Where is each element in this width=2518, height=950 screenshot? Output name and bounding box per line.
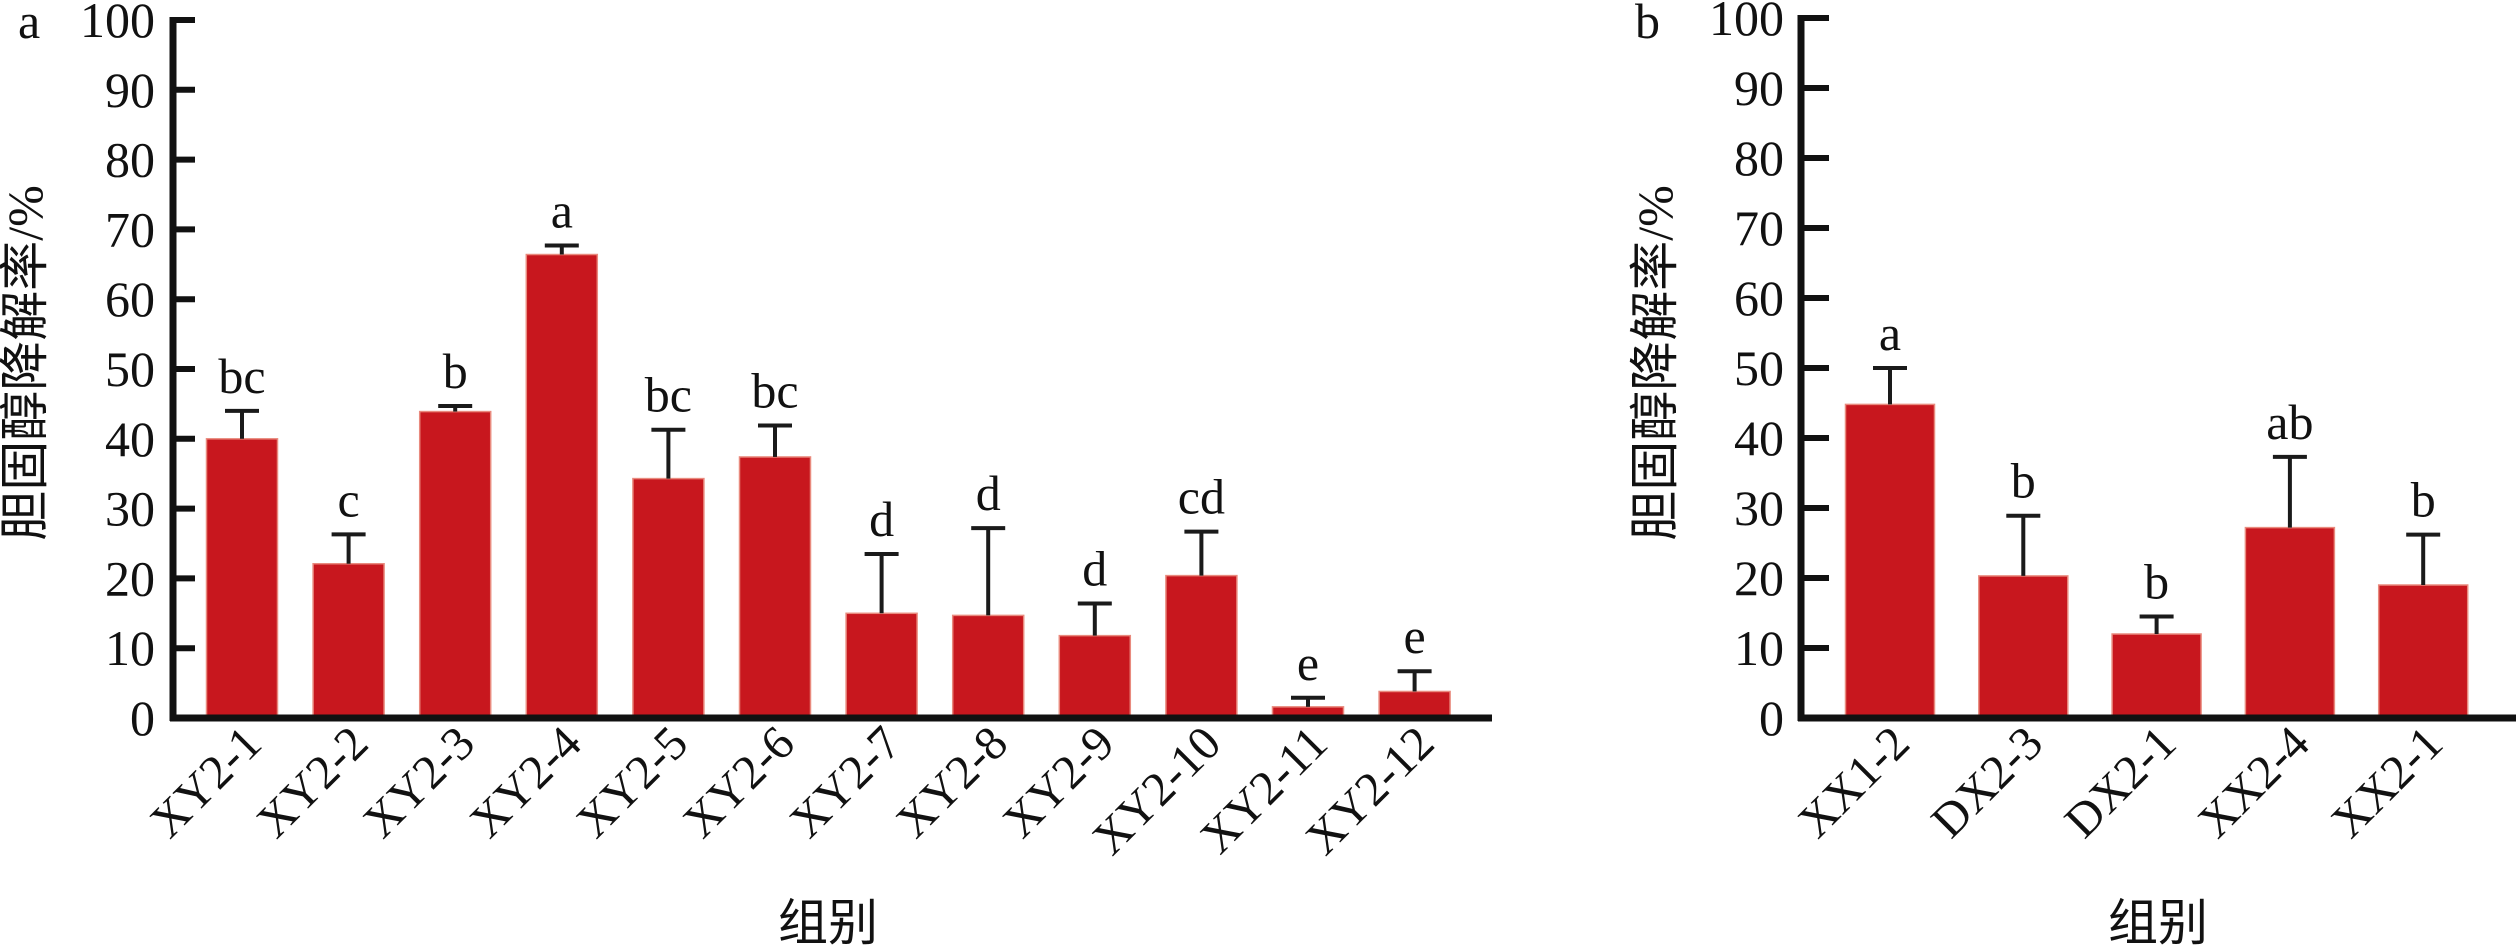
significance-label: e (1297, 635, 1319, 691)
bar-XY2-4 (525, 253, 599, 719)
y-tick-label: 60 (1734, 270, 1784, 326)
y-tick-label: 20 (1734, 550, 1784, 606)
y-tick-label: 80 (105, 132, 155, 188)
significance-label: b (443, 343, 468, 399)
x-tick-label: XX2-1 (2321, 716, 2453, 848)
bar-XY2-3 (418, 410, 492, 719)
y-tick-label: 70 (1734, 200, 1784, 256)
x-tick-labels: XY2-1XY2-2XY2-3XY2-4XY2-5XY2-6XY2-7XY2-8… (140, 716, 1444, 865)
significance-label: d (869, 491, 894, 547)
bar-XY2-9 (1058, 634, 1132, 719)
y-tick-label: 40 (1734, 410, 1784, 466)
bar-XY2-12 (1378, 690, 1451, 719)
y-ticks: 0 10 20 30 40 50 60 70 80 90 100 (1709, 0, 1829, 746)
significance-label: bc (751, 363, 798, 419)
bar-XY2-1 (205, 438, 279, 719)
y-axis-title: 胆固醇降解率/% (1627, 185, 1683, 541)
significance-label: bc (645, 367, 692, 423)
y-tick-label: 20 (105, 550, 155, 606)
bar-XX1-2 (1844, 403, 1936, 719)
bar-XY2-7 (845, 612, 918, 719)
panel-label: b (1635, 0, 1660, 49)
x-axis-title: 组别 (778, 895, 878, 950)
significance-label: a (551, 182, 573, 238)
y-tick-label: 0 (130, 690, 155, 746)
y-tick-label: 100 (1709, 0, 1784, 46)
y-axis-title: 胆固醇降解率/% (0, 185, 53, 541)
x-tick-label: XY2-4 (460, 716, 592, 848)
x-tick-labels: XX1-2 DX2-3 DX2-1 XX2-4 XX2-1 (1788, 716, 2453, 848)
y-ticks: 0 10 20 30 40 50 60 70 80 90 100 (80, 0, 195, 746)
bar-DX2-3 (1978, 575, 2069, 719)
y-tick-label: 0 (1759, 690, 1784, 746)
significance-label: b (2144, 554, 2169, 610)
significance-label: a (1879, 305, 1901, 361)
bar-DX2-1 (2111, 633, 2202, 719)
x-tick-label: XY2-5 (566, 716, 698, 848)
y-tick-label: 50 (1734, 340, 1784, 396)
significance-label: b (2411, 472, 2436, 528)
y-tick-label: 10 (105, 620, 155, 676)
x-tick-label: XX2-4 (2188, 716, 2320, 848)
bar-XX2-1 (2377, 584, 2469, 719)
bar-XX2-4 (2244, 526, 2336, 719)
panel-label: a (18, 0, 40, 49)
significance-label: e (1403, 608, 1425, 664)
bar-XY2-6 (738, 456, 812, 719)
x-tick-label: XY2-1 (140, 716, 272, 848)
x-tick-label: XY2-6 (673, 716, 805, 848)
y-tick-label: 40 (105, 411, 155, 467)
y-tick-label: 30 (105, 481, 155, 537)
y-tick-label: 80 (1734, 130, 1784, 186)
significance-label: d (1082, 541, 1107, 597)
y-tick-label: 50 (105, 341, 155, 397)
bar-XY2-5 (632, 477, 705, 719)
significance-label: b (2011, 453, 2036, 509)
y-tick-label: 90 (1734, 60, 1784, 116)
y-tick-label: 30 (1734, 480, 1784, 536)
x-tick-label: XY2-8 (886, 716, 1018, 848)
y-tick-label: 70 (105, 201, 155, 257)
bar-XY2-8 (951, 614, 1025, 719)
x-tick-label: DX2-1 (2055, 716, 2187, 848)
x-tick-label: XY2-2 (247, 716, 379, 848)
significance-label: bc (218, 348, 265, 404)
x-tick-label: XY2-7 (780, 716, 912, 848)
y-tick-label: 90 (105, 62, 155, 118)
y-tick-label: 10 (1734, 620, 1784, 676)
x-tick-label: DX2-3 (1921, 716, 2053, 848)
significance-label: ab (2266, 394, 2313, 450)
bar-XY2-2 (312, 562, 385, 719)
y-tick-label: 60 (105, 271, 155, 327)
bar-XY2-10 (1165, 574, 1238, 719)
bars: bc c b a bc bc d d d cd e e (205, 182, 1451, 719)
y-tick-label: 100 (80, 0, 155, 48)
significance-label: c (337, 471, 359, 527)
significance-label: cd (1178, 469, 1225, 525)
x-axis-title: 组别 (2108, 895, 2208, 950)
significance-label: d (976, 465, 1001, 521)
x-tick-label: XY2-3 (353, 716, 485, 848)
x-tick-label: XX1-2 (1788, 716, 1920, 848)
